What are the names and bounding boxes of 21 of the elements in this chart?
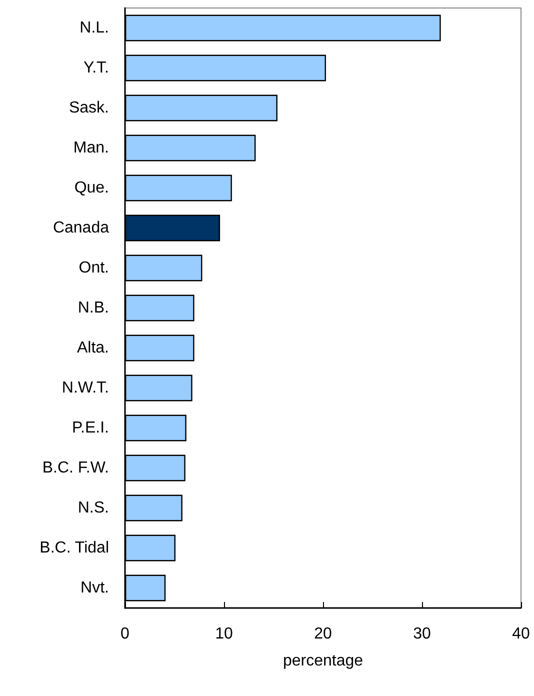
x-tick-label: 30 [413, 626, 431, 642]
y-tick-label: Que. [74, 180, 109, 196]
y-tick-label: Nvt. [80, 580, 109, 596]
y-tick-label: N.S. [78, 500, 109, 516]
y-tick-label: Alta. [76, 340, 109, 356]
x-axis-title: percentage [282, 652, 364, 670]
y-tick-label: Y.T. [84, 60, 109, 76]
y-tick-label: N.L. [80, 20, 109, 36]
x-tick-label: 20 [314, 626, 332, 642]
y-tick-label: P.E.I. [72, 420, 109, 436]
y-tick-label: B.C. F.W. [42, 460, 109, 476]
x-tick-label: 10 [215, 626, 233, 642]
x-tick-label: 0 [120, 626, 130, 642]
y-tick-label: Sask. [68, 100, 109, 116]
y-tick-label: Man. [73, 140, 109, 156]
y-tick-label: Canada [52, 220, 110, 236]
y-tick-label: N.B. [78, 300, 109, 316]
y-tick-label: Ont. [78, 260, 109, 276]
x-tick-label: 40 [512, 626, 530, 642]
y-tick-label: N.W.T. [62, 380, 109, 396]
y-tick-label: B.C. Tidal [40, 540, 109, 556]
